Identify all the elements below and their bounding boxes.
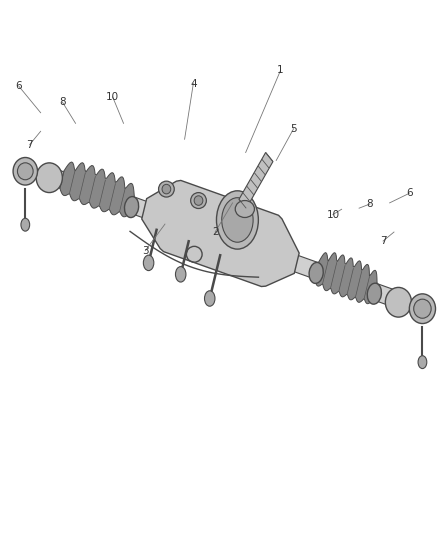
Ellipse shape (417, 356, 426, 369)
Ellipse shape (13, 157, 37, 185)
Ellipse shape (124, 197, 138, 217)
Polygon shape (238, 152, 272, 208)
Ellipse shape (18, 163, 33, 180)
Text: 1: 1 (277, 66, 283, 75)
Ellipse shape (221, 198, 253, 242)
Text: 10: 10 (106, 92, 119, 102)
Ellipse shape (175, 266, 186, 282)
Ellipse shape (194, 196, 202, 205)
Ellipse shape (413, 299, 430, 318)
Ellipse shape (408, 294, 434, 324)
Ellipse shape (235, 200, 254, 217)
Ellipse shape (204, 291, 215, 306)
Text: 6: 6 (15, 81, 22, 91)
Ellipse shape (143, 255, 153, 271)
Text: 6: 6 (405, 188, 412, 198)
Text: 8: 8 (59, 97, 66, 107)
Polygon shape (60, 162, 134, 217)
Ellipse shape (158, 181, 174, 197)
Polygon shape (54, 169, 394, 306)
Text: 7: 7 (26, 140, 33, 150)
Text: 7: 7 (379, 236, 385, 246)
Text: 5: 5 (290, 124, 296, 134)
Ellipse shape (162, 184, 170, 194)
Polygon shape (314, 253, 376, 304)
Ellipse shape (367, 283, 381, 304)
Ellipse shape (21, 219, 30, 231)
Ellipse shape (190, 192, 206, 208)
Text: 8: 8 (366, 199, 372, 209)
Ellipse shape (36, 163, 62, 192)
Ellipse shape (385, 287, 410, 317)
Text: 10: 10 (325, 209, 339, 220)
Ellipse shape (308, 262, 322, 284)
Polygon shape (141, 180, 298, 287)
Text: 3: 3 (142, 246, 148, 256)
Text: 4: 4 (190, 78, 196, 88)
Text: 2: 2 (212, 227, 218, 237)
Ellipse shape (216, 191, 258, 249)
